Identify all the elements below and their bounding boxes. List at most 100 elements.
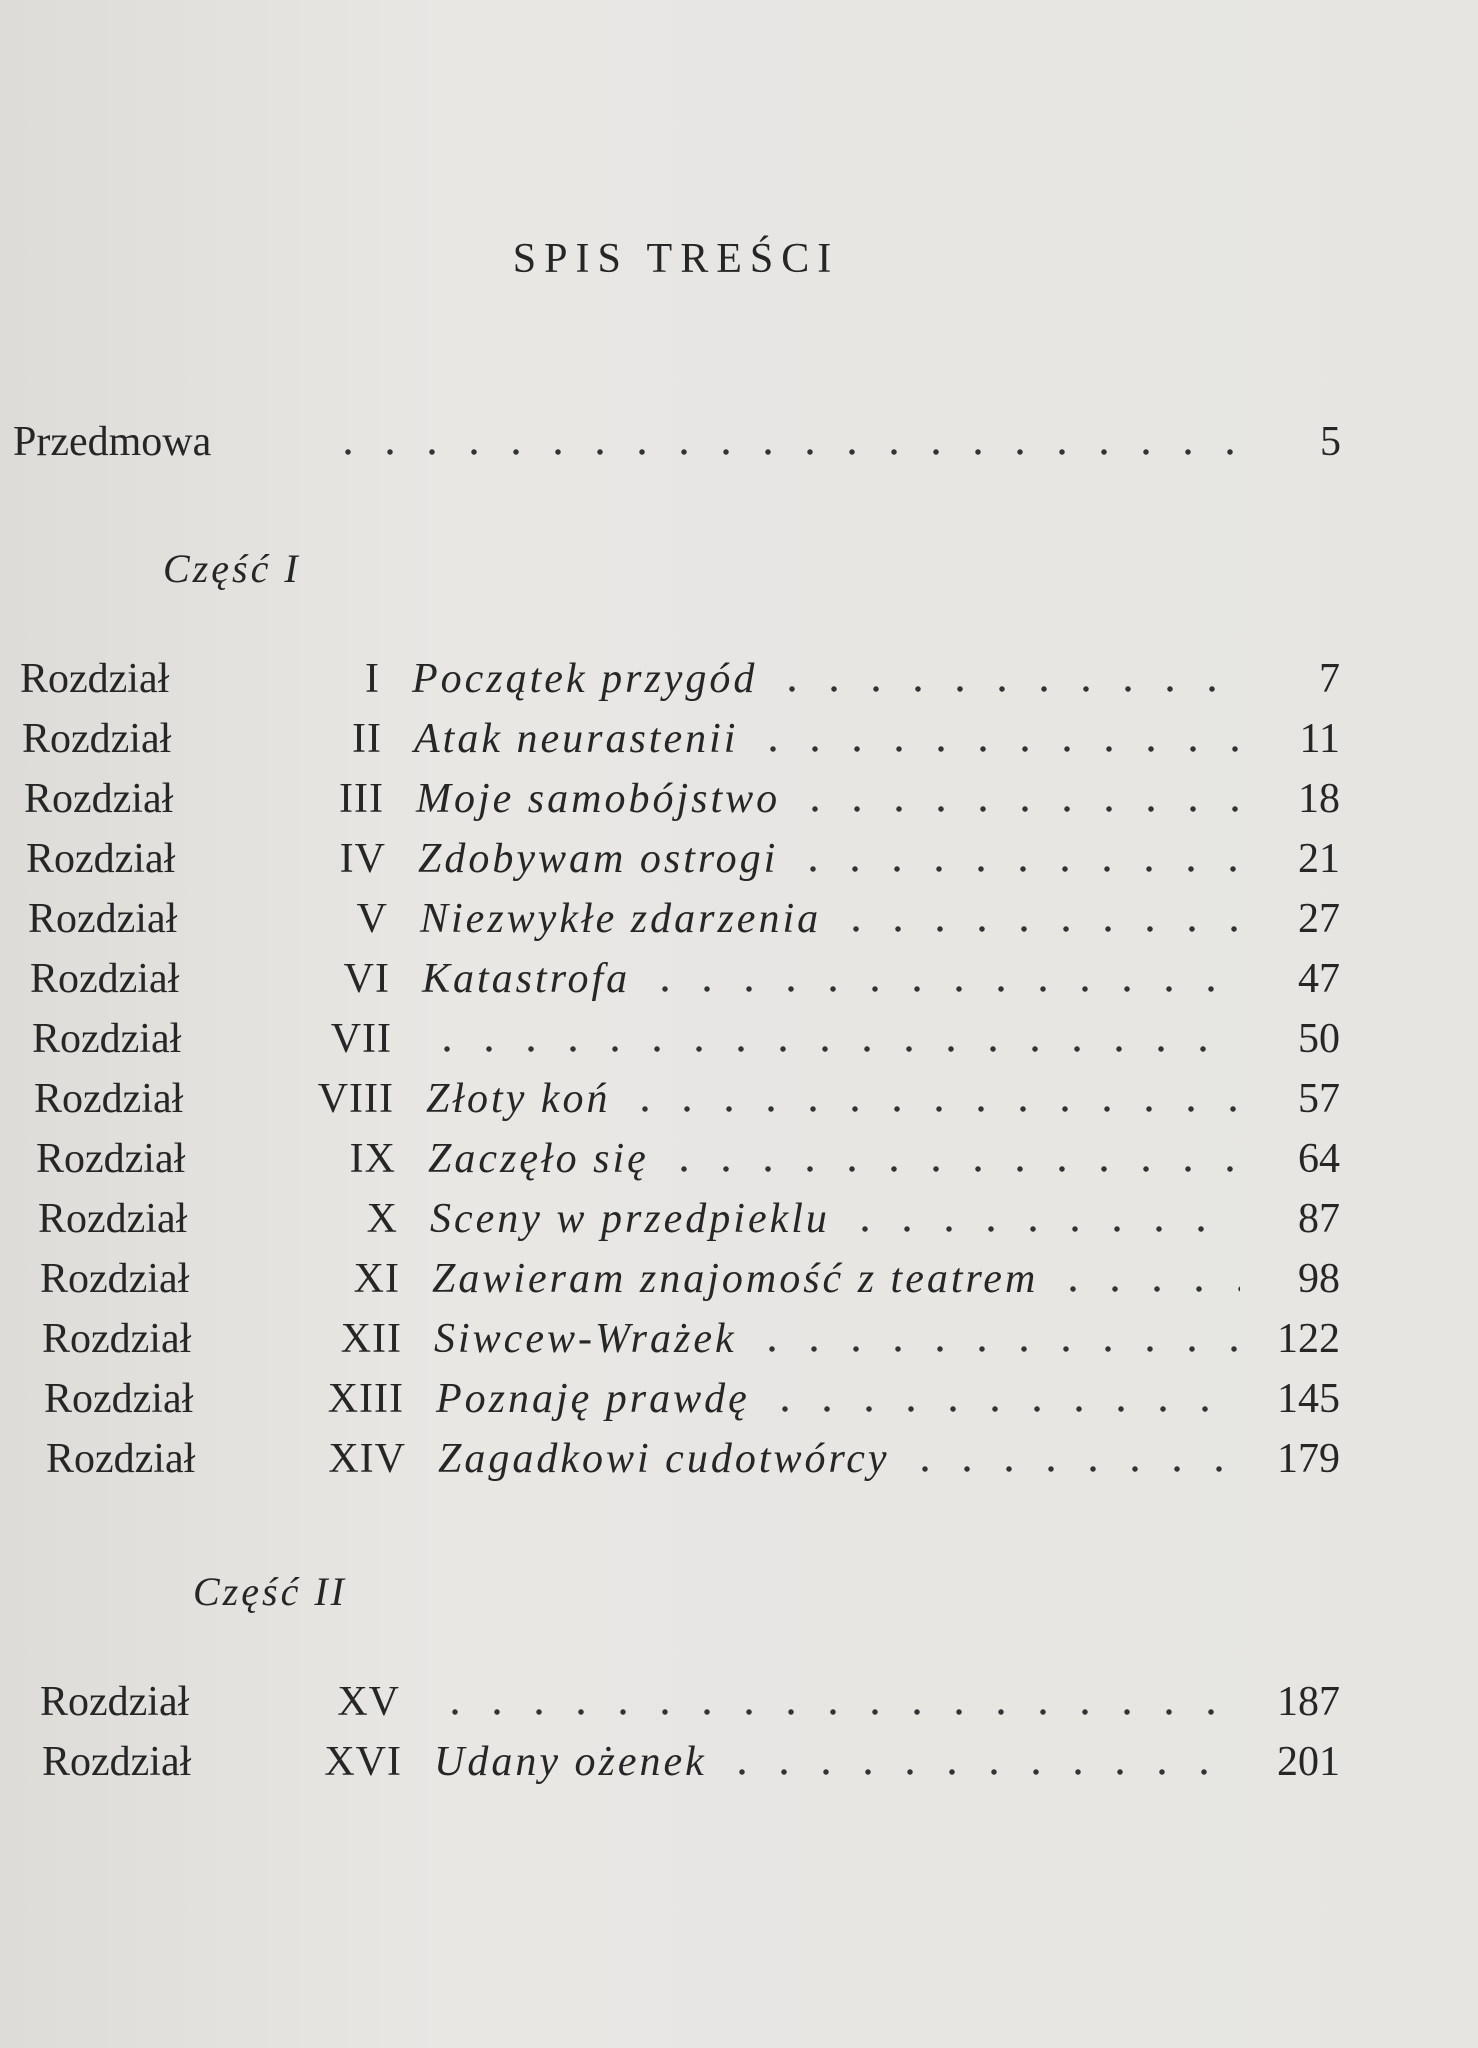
chapter-row: Rozdział XVI Udany ożenek 201 (42, 1738, 1340, 1790)
dot-leader (426, 1046, 1240, 1052)
part-label: Część II (193, 1569, 347, 1614)
chapter-label: Rozdział (44, 1376, 194, 1422)
chapter-label: Rozdział (28, 896, 178, 942)
chapter-row: Rozdział XIII Poznaję prawdę 145 (44, 1375, 1340, 1427)
dot-leader (771, 686, 1240, 692)
page-number: 50 (1298, 1016, 1340, 1062)
chapter-numeral: XII (340, 1316, 402, 1362)
dot-leader (750, 1346, 1240, 1352)
chapter-label: Rozdział (40, 1679, 190, 1725)
page-number: 201 (1277, 1739, 1340, 1785)
chapter-title: Atak neurastenii (414, 716, 739, 762)
chapter-label: Rozdział (30, 956, 180, 1002)
chapter-label: Rozdział (38, 1196, 188, 1242)
chapter-label: Rozdział (42, 1316, 192, 1362)
chapter-numeral: II (352, 716, 382, 762)
chapter-row: Rozdział IV Zdobywam ostrogi 21 (26, 835, 1340, 887)
chapter-row: Rozdział X Sceny w przedpieklu 87 (38, 1195, 1340, 1247)
dot-leader (644, 986, 1240, 992)
chapter-label: Rozdział (42, 1739, 192, 1785)
chapter-title: Moje samobójstwo (416, 776, 781, 822)
chapter-title: Sceny w przedpieklu (430, 1196, 830, 1242)
chapter-label: Rozdział (26, 836, 176, 882)
dot-leader (794, 806, 1240, 812)
page-number: 145 (1277, 1376, 1340, 1422)
chapter-numeral: XV (337, 1679, 400, 1725)
dot-leader (434, 1709, 1240, 1715)
chapter-row: Rozdział XV 187 (40, 1678, 1340, 1730)
chapter-numeral: IX (349, 1136, 396, 1182)
chapter-title: Poznaję prawdę (436, 1376, 750, 1422)
chapter-numeral: I (365, 656, 380, 702)
chapter-numeral: XVI (324, 1739, 402, 1785)
chapter-title: Udany ożenek (434, 1739, 707, 1785)
page-number: 87 (1298, 1196, 1340, 1242)
dot-leader (835, 926, 1240, 932)
chapter-numeral: III (339, 776, 384, 822)
chapter-numeral: VII (330, 1016, 392, 1062)
dot-leader (843, 1226, 1240, 1232)
chapter-title: Zagadkowi cudotwórcy (438, 1436, 890, 1482)
chapter-title: Katastrofa (422, 956, 631, 1002)
dot-leader (792, 866, 1240, 872)
page-number: 27 (1298, 896, 1340, 942)
chapter-row: Rozdział V Niezwykłe zdarzenia 27 (28, 895, 1340, 947)
page-number: 21 (1298, 836, 1340, 882)
chapter-title: Zawieram znajomość z teatrem (432, 1256, 1039, 1302)
page-number: 179 (1277, 1436, 1340, 1482)
chapter-numeral: VIII (317, 1076, 394, 1122)
dot-leader (763, 1406, 1240, 1412)
chapter-row: Rozdział XI Zawieram znajomość z teatrem 98 (40, 1255, 1340, 1307)
dot-leader (752, 746, 1240, 752)
toc-title: SPIS TREŚCI (512, 236, 840, 282)
dot-leader (624, 1106, 1240, 1112)
part-label: Część I (163, 546, 301, 591)
chapter-numeral: XIII (327, 1376, 404, 1422)
chapter-title: Zaczęło się (428, 1136, 649, 1182)
dot-leader (720, 1769, 1240, 1775)
chapter-title: Początek przygód (412, 656, 758, 702)
chapter-title: Siwcew-Wrażek (434, 1316, 737, 1362)
page-number: 98 (1298, 1256, 1340, 1302)
chapter-numeral: VI (343, 956, 390, 1002)
preface-row: Przedmowa 5 (13, 418, 1341, 470)
chapter-row: Rozdział VII 50 (32, 1015, 1340, 1067)
chapter-title: Niezwykłe zdarzenia (420, 896, 822, 942)
chapter-row: Rozdział VIII Złoty koń 57 (34, 1075, 1340, 1127)
page-number: 18 (1298, 776, 1340, 822)
preface-label: Przedmowa (13, 419, 212, 465)
chapter-numeral: XI (353, 1256, 400, 1302)
page-number: 5 (1320, 419, 1341, 465)
chapter-row: Rozdział XII Siwcew-Wrażek 122 (42, 1315, 1340, 1367)
chapter-label: Rozdział (22, 716, 172, 762)
chapter-row: Rozdział III Moje samobójstwo 18 (24, 775, 1340, 827)
page-number: 11 (1299, 716, 1340, 762)
chapter-row: Rozdział VI Katastrofa 47 (30, 955, 1340, 1007)
chapter-label: Rozdział (46, 1436, 196, 1482)
dot-leader (1052, 1286, 1240, 1292)
chapter-numeral: IV (339, 836, 386, 882)
dot-leader (903, 1466, 1240, 1472)
chapter-label: Rozdział (34, 1076, 184, 1122)
page-number: 7 (1319, 656, 1340, 702)
chapter-numeral: X (366, 1196, 398, 1242)
chapter-numeral: V (356, 896, 388, 942)
chapter-label: Rozdział (32, 1016, 182, 1062)
chapter-label: Rozdział (20, 656, 170, 702)
page-number: 187 (1277, 1679, 1340, 1725)
chapter-title: Zdobywam ostrogi (418, 836, 779, 882)
page-number: 122 (1277, 1316, 1340, 1362)
chapter-label: Rozdział (36, 1136, 186, 1182)
page-number: 57 (1298, 1076, 1340, 1122)
chapter-label: Rozdział (24, 776, 174, 822)
chapter-row: Rozdział XIV Zagadkowi cudotwórcy 179 (46, 1435, 1340, 1487)
chapter-row: Rozdział II Atak neurastenii 11 (22, 715, 1340, 767)
chapter-row: Rozdział IX Zaczęło się 64 (36, 1135, 1340, 1187)
page-number: 64 (1298, 1136, 1340, 1182)
chapter-row: Rozdział I Początek przygód 7 (20, 655, 1340, 707)
dot-leader (662, 1166, 1240, 1172)
chapter-numeral: XIV (328, 1436, 406, 1482)
chapter-label: Rozdział (40, 1256, 190, 1302)
page-number: 47 (1298, 956, 1340, 1002)
